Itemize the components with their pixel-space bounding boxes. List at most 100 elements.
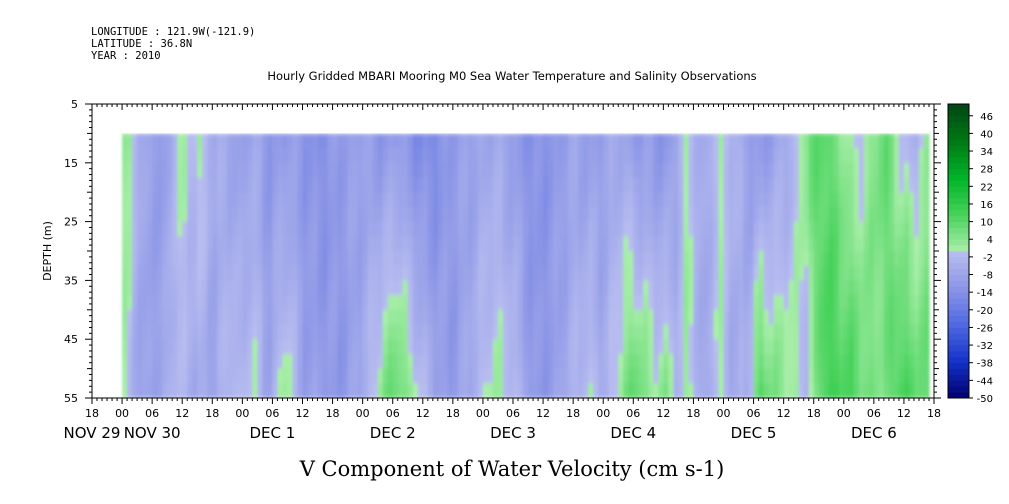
heatmap-cell [352, 133, 359, 149]
heatmap-cell [708, 353, 715, 370]
heatmap-cell [487, 177, 494, 193]
heatmap-cell [923, 324, 930, 340]
heatmap-cell [743, 192, 750, 208]
heatmap-cell [923, 383, 930, 398]
heatmap-cell [167, 236, 173, 252]
heatmap-cell [873, 221, 880, 237]
heatmap-cell [427, 353, 434, 370]
heatmap-cell [608, 324, 614, 340]
heatmap-cell [818, 280, 825, 296]
heatmap-cell [167, 192, 173, 208]
heatmap-cell [402, 148, 409, 164]
colorbar-band [948, 292, 969, 299]
heatmap-cell [723, 265, 730, 281]
heatmap-cell [873, 192, 880, 208]
heatmap-cell [252, 353, 258, 370]
heatmap-cell [768, 177, 775, 193]
heatmap-cell [257, 177, 263, 193]
heatmap-cell [563, 236, 569, 252]
heatmap-cell [853, 353, 860, 370]
heatmap-cell [507, 133, 514, 149]
heatmap-cell [638, 148, 644, 164]
heatmap-cell [442, 309, 449, 326]
heatmap-cell [628, 162, 634, 179]
heatmap-cell [457, 309, 464, 326]
heatmap-cell [898, 383, 905, 398]
heatmap-cell [342, 339, 349, 355]
heatmap-cell [122, 236, 128, 252]
heatmap-cell [833, 206, 840, 223]
heatmap-cell [382, 280, 389, 296]
heatmap-cell [467, 206, 474, 223]
heatmap-cell [843, 162, 850, 179]
heatmap-cell [848, 339, 855, 355]
heatmap-cell [377, 162, 384, 179]
heatmap-cell [297, 133, 304, 149]
heatmap-cell [212, 192, 218, 208]
heatmap-cell [538, 177, 544, 193]
heatmap-cell [703, 162, 710, 179]
heatmap-cell [723, 309, 730, 326]
heatmap-cell [578, 339, 584, 355]
heatmap-cell [492, 206, 499, 223]
heatmap-cell [733, 148, 740, 164]
heatmap-cell [628, 148, 634, 164]
heatmap-cell [748, 280, 755, 296]
heatmap-cell [568, 162, 574, 179]
heatmap-cell [492, 295, 499, 311]
heatmap-cell [422, 251, 429, 267]
heatmap-cell [568, 280, 574, 296]
heatmap-cell [668, 309, 674, 326]
heatmap-cell [773, 353, 780, 370]
heatmap-cell [518, 309, 524, 326]
heatmap-cell [232, 162, 238, 179]
heatmap-cell [808, 368, 815, 384]
heatmap-cell [813, 324, 820, 340]
heatmap-cell [437, 206, 444, 223]
heatmap-cell [918, 192, 925, 208]
heatmap-cell [673, 206, 679, 223]
heatmap-cell [497, 339, 504, 355]
heatmap-cell [212, 251, 218, 267]
heatmap-cell [487, 148, 494, 164]
heatmap-cell [643, 148, 649, 164]
heatmap-cell [673, 236, 679, 252]
heatmap-cell [352, 295, 359, 311]
heatmap-cell [638, 221, 644, 237]
heatmap-cell [417, 339, 424, 355]
heatmap-cell [147, 353, 153, 370]
heatmap-cell [718, 339, 725, 355]
heatmap-cell [197, 265, 203, 281]
heatmap-cell [828, 251, 835, 267]
heatmap-cell [683, 295, 690, 311]
heatmap-cell [192, 368, 198, 384]
heatmap-cell [232, 133, 238, 149]
heatmap-cell [477, 236, 484, 252]
x-date-label: DEC 2 [370, 424, 416, 442]
heatmap-cell [312, 162, 319, 179]
heatmap-cell [898, 309, 905, 326]
heatmap-cell [518, 295, 524, 311]
heatmap-cell [472, 295, 479, 311]
heatmap-cell [583, 265, 589, 281]
heatmap-cell [668, 295, 674, 311]
heatmap-cell [828, 133, 835, 149]
heatmap-cell [172, 251, 178, 267]
heatmap-cell [873, 206, 880, 223]
heatmap-cell [728, 162, 735, 179]
heatmap-cell [913, 295, 920, 311]
heatmap-cell [357, 324, 364, 340]
heatmap-cell [548, 280, 554, 296]
heatmap-cell [678, 265, 684, 281]
heatmap-cell [613, 383, 619, 398]
heatmap-cell [162, 251, 168, 267]
heatmap-cell [543, 383, 549, 398]
heatmap-cell [372, 324, 379, 340]
heatmap-cell [357, 177, 364, 193]
heatmap-cell [417, 324, 424, 340]
heatmap-cell [372, 177, 379, 193]
heatmap-cell [342, 309, 349, 326]
heatmap-cell [573, 148, 579, 164]
heatmap-cell [798, 148, 805, 164]
heatmap-cell [893, 162, 900, 179]
